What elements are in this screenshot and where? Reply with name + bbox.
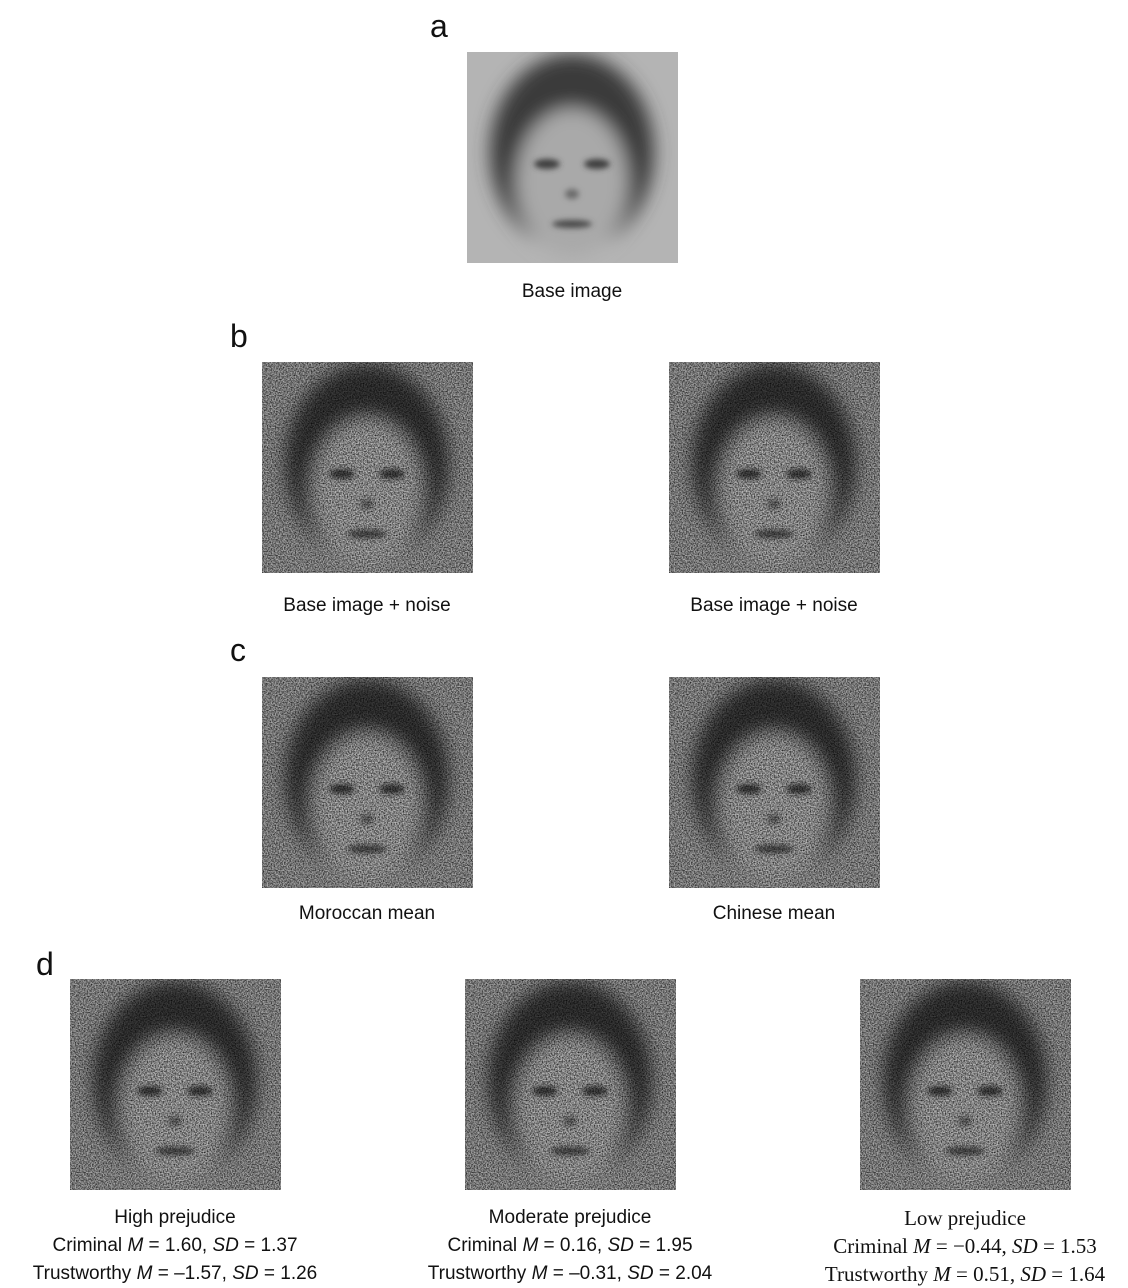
stat-symbol: SD bbox=[212, 1235, 238, 1256]
stat-text: = 1.26 bbox=[259, 1263, 318, 1284]
eye bbox=[584, 159, 610, 169]
face-image bbox=[262, 362, 473, 573]
stat-text: Criminal bbox=[52, 1235, 127, 1256]
stat-text: = −0.44, bbox=[931, 1234, 1012, 1258]
face-image bbox=[669, 362, 880, 573]
caption: Base image + noise bbox=[574, 592, 974, 620]
figure: {"panels": [ {"label": "a", "images": [{… bbox=[0, 0, 1128, 1286]
stat-line: Trustworthy M = –1.57, SD = 1.26 bbox=[0, 1260, 375, 1288]
eye bbox=[534, 159, 560, 169]
stat-text: = 1.64 bbox=[1046, 1262, 1105, 1286]
panel-label: b bbox=[230, 320, 248, 352]
face-image bbox=[860, 979, 1071, 1190]
face bbox=[516, 108, 628, 256]
stat-symbol: M bbox=[127, 1235, 143, 1256]
panel-label: d bbox=[36, 948, 54, 980]
stat-line: Criminal M = −0.44, SD = 1.53 bbox=[765, 1232, 1128, 1260]
face-image bbox=[70, 979, 281, 1190]
stat-line: Criminal M = 0.16, SD = 1.95 bbox=[370, 1232, 770, 1260]
stat-symbol: M bbox=[532, 1263, 548, 1284]
stat-text: = 1.95 bbox=[634, 1235, 693, 1256]
stat-text: Criminal bbox=[833, 1234, 913, 1258]
stat-text: = –1.57, bbox=[152, 1263, 232, 1284]
face-image bbox=[262, 677, 473, 888]
stat-symbol: M bbox=[137, 1263, 153, 1284]
stat-line: Trustworthy M = 0.51, SD = 1.64 bbox=[765, 1260, 1128, 1288]
noise bbox=[262, 677, 473, 888]
page: Figure html, body { margin: 0; padding: … bbox=[0, 0, 1128, 1286]
panel-label: a bbox=[430, 10, 448, 42]
caption-title: Base image + noise bbox=[167, 592, 567, 620]
stat-symbol: SD bbox=[607, 1235, 633, 1256]
noise bbox=[860, 979, 1071, 1190]
stat-symbol: M bbox=[913, 1234, 931, 1258]
stat-symbol: SD bbox=[232, 1263, 258, 1284]
stat-text: Trustworthy bbox=[33, 1263, 137, 1284]
caption-title: Base image + noise bbox=[574, 592, 974, 620]
stat-line: Trustworthy M = –0.31, SD = 2.04 bbox=[370, 1260, 770, 1288]
noise bbox=[669, 677, 880, 888]
stat-text: = 1.53 bbox=[1038, 1234, 1097, 1258]
stat-symbol: SD bbox=[1020, 1262, 1046, 1286]
noise bbox=[465, 979, 676, 1190]
noise bbox=[262, 362, 473, 573]
stat-symbol: SD bbox=[1012, 1234, 1038, 1258]
caption-title: Chinese mean bbox=[574, 900, 974, 928]
face-image bbox=[669, 677, 880, 888]
face-image bbox=[465, 979, 676, 1190]
stat-text: Trustworthy bbox=[428, 1263, 532, 1284]
caption: Base image + noise bbox=[167, 592, 567, 620]
caption-title: Low prejudice bbox=[765, 1204, 1128, 1232]
face-image bbox=[467, 52, 678, 263]
stat-text: = 0.16, bbox=[538, 1235, 607, 1256]
stat-symbol: M bbox=[522, 1235, 538, 1256]
stat-text: Criminal bbox=[447, 1235, 522, 1256]
stat-symbol: SD bbox=[627, 1263, 653, 1284]
stat-line: Criminal M = 1.60, SD = 1.37 bbox=[0, 1232, 375, 1260]
caption: Chinese mean bbox=[574, 900, 974, 928]
noise bbox=[70, 979, 281, 1190]
stat-symbol: M bbox=[933, 1262, 951, 1286]
stat-text: = 1.60, bbox=[143, 1235, 212, 1256]
stat-text: = –0.31, bbox=[547, 1263, 627, 1284]
caption-title: Moderate prejudice bbox=[370, 1204, 770, 1232]
caption: Moroccan mean bbox=[167, 900, 567, 928]
nose bbox=[565, 189, 579, 199]
caption: Base image bbox=[372, 278, 772, 306]
noise bbox=[669, 362, 880, 573]
caption-title: Base image bbox=[372, 278, 772, 306]
stat-text: = 0.51, bbox=[951, 1262, 1021, 1286]
stat-text: = 2.04 bbox=[654, 1263, 713, 1284]
caption-title: Moroccan mean bbox=[167, 900, 567, 928]
caption-title: High prejudice bbox=[0, 1204, 375, 1232]
panel-label: c bbox=[230, 634, 246, 666]
mouth bbox=[552, 220, 592, 228]
stat-text: Trustworthy bbox=[825, 1262, 933, 1286]
stat-text: = 1.37 bbox=[239, 1235, 298, 1256]
